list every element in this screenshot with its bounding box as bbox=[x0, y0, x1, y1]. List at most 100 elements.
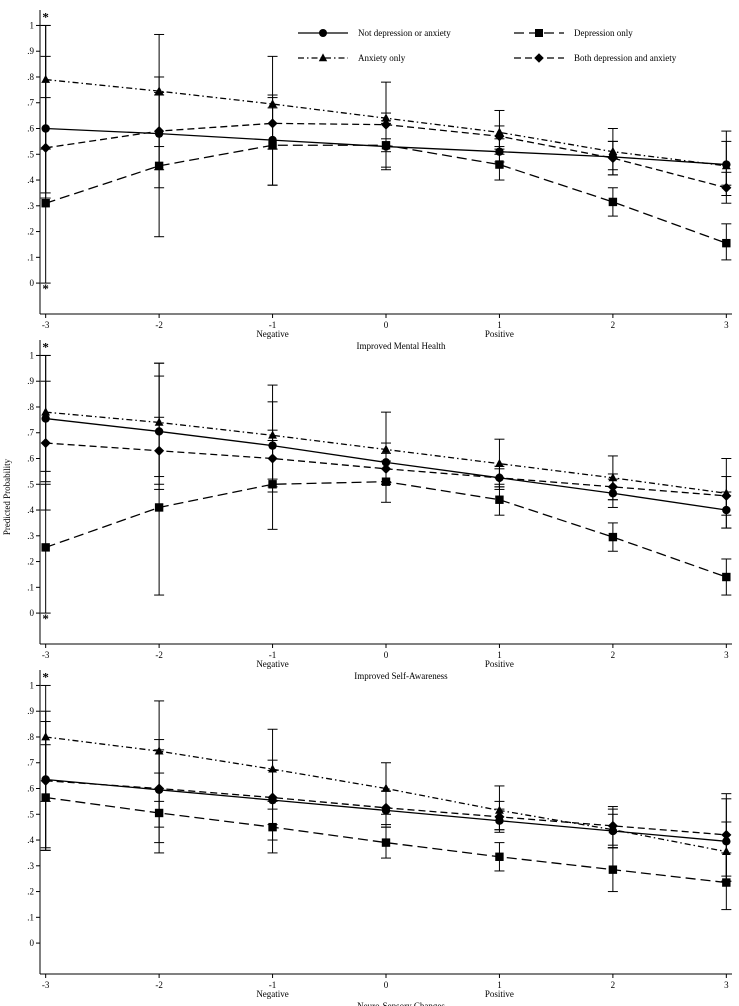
chart-panel-3: 0 .1 .2 .3 .4 .5 .6 .7 .8 .9 1 -3 -2 -1 0 1 2 3 Negative Po… bbox=[27, 669, 732, 1006]
y-tick-label: .3 bbox=[27, 201, 34, 211]
data-point bbox=[722, 238, 731, 248]
x-tick-label: 2 bbox=[611, 320, 616, 330]
x-tick-label: 0 bbox=[384, 980, 389, 990]
y-tick-label: .5 bbox=[27, 149, 34, 159]
data-point bbox=[721, 829, 732, 840]
x-tick-label: -3 bbox=[42, 650, 50, 660]
data-point bbox=[267, 453, 278, 464]
data-point bbox=[41, 74, 51, 83]
y-tick-label: .1 bbox=[27, 912, 34, 922]
y-tick-label: .5 bbox=[27, 809, 34, 819]
truncation-marker: * bbox=[42, 339, 49, 354]
data-point bbox=[721, 182, 732, 193]
x-axis-title: Improved Self-Awareness bbox=[354, 671, 448, 681]
data-point bbox=[40, 142, 51, 153]
data-point bbox=[721, 161, 731, 170]
series-diamond bbox=[40, 91, 732, 204]
data-point bbox=[607, 481, 618, 492]
x-axis-title: Neuro-Sensory Changes bbox=[357, 1001, 445, 1006]
legend-item-square: Depression only bbox=[514, 28, 633, 38]
y-tick-label: .6 bbox=[27, 784, 34, 794]
truncation-marker: * bbox=[42, 611, 49, 626]
data-point bbox=[494, 472, 505, 483]
data-point bbox=[381, 838, 391, 847]
y-tick-label: 0 bbox=[30, 938, 35, 948]
legend-item-triangle: Anxiety only bbox=[298, 53, 406, 63]
data-point bbox=[495, 852, 504, 861]
data-point bbox=[267, 118, 278, 129]
y-tick-label: .1 bbox=[27, 252, 34, 262]
y-tick-label: .8 bbox=[27, 72, 34, 82]
y-tick-label: .5 bbox=[27, 479, 34, 489]
y-tick-label: .2 bbox=[27, 557, 34, 567]
y-axis-label: Predicted Probability bbox=[2, 458, 12, 535]
y-tick-label: .2 bbox=[27, 227, 34, 237]
data-point bbox=[267, 792, 278, 803]
y-tick-label: 1 bbox=[30, 680, 35, 690]
data-point bbox=[607, 820, 618, 831]
chart-panel-2: 0 .1 .2 .3 .4 .5 .6 .7 .8 .9 1 -3 -2 -1 0 1 2 3 Negative Po… bbox=[27, 339, 732, 681]
data-point bbox=[380, 119, 392, 130]
x-tick-label: -2 bbox=[155, 980, 163, 990]
x-sublabel-negative: Negative bbox=[256, 989, 288, 999]
x-tick-label: 2 bbox=[611, 650, 616, 660]
x-tick-label: 1 bbox=[497, 320, 502, 330]
y-tick-label: .7 bbox=[27, 758, 34, 768]
y-tick-label: .1 bbox=[27, 582, 34, 592]
data-point bbox=[495, 160, 504, 169]
x-axis-title: Improved Mental Health bbox=[357, 341, 446, 351]
series-diamond bbox=[40, 380, 732, 516]
data-point bbox=[380, 463, 392, 474]
x-tick-label: 3 bbox=[724, 650, 729, 660]
y-tick-label: 1 bbox=[30, 20, 35, 30]
data-point bbox=[380, 802, 392, 813]
legend-label: Depression only bbox=[574, 28, 633, 38]
legend-marker bbox=[535, 29, 543, 37]
x-tick-label: -1 bbox=[269, 980, 277, 990]
x-sublabel-negative: Negative bbox=[256, 329, 288, 339]
data-point bbox=[494, 131, 505, 142]
x-tick-label: 3 bbox=[724, 320, 729, 330]
legend-item-diamond: Both depression and anxiety bbox=[514, 53, 677, 63]
y-tick-label: .8 bbox=[27, 732, 34, 742]
data-point bbox=[721, 490, 732, 501]
data-point bbox=[268, 822, 277, 832]
data-point bbox=[495, 495, 504, 504]
x-sublabel-positive: Positive bbox=[485, 989, 514, 999]
series-diamond bbox=[40, 721, 732, 877]
truncation-marker: * bbox=[42, 281, 49, 296]
y-tick-label: .4 bbox=[27, 835, 34, 845]
data-point bbox=[722, 572, 731, 582]
x-tick-label: 2 bbox=[611, 980, 616, 990]
x-tick-label: 0 bbox=[384, 320, 389, 330]
x-tick-label: 1 bbox=[497, 650, 502, 660]
y-tick-label: 0 bbox=[30, 608, 35, 618]
y-tick-label: .9 bbox=[27, 46, 34, 56]
data-point bbox=[608, 532, 618, 542]
data-point bbox=[494, 811, 505, 822]
y-tick-label: .3 bbox=[27, 861, 34, 871]
y-tick-label: .7 bbox=[27, 98, 34, 108]
x-tick-label: -3 bbox=[42, 320, 50, 330]
y-tick-label: 0 bbox=[30, 278, 35, 288]
x-tick-label: -3 bbox=[42, 980, 50, 990]
data-point bbox=[722, 878, 731, 887]
data-point bbox=[40, 438, 51, 449]
data-point bbox=[41, 543, 50, 552]
x-sublabel-negative: Negative bbox=[256, 659, 288, 669]
y-tick-label: .4 bbox=[27, 505, 34, 515]
data-point bbox=[607, 153, 618, 164]
legend-marker bbox=[534, 53, 544, 63]
data-point bbox=[154, 445, 165, 456]
x-sublabel-positive: Positive bbox=[485, 329, 514, 339]
x-tick-label: 0 bbox=[384, 650, 389, 660]
y-tick-label: .6 bbox=[27, 124, 34, 134]
data-point bbox=[154, 503, 164, 512]
data-point bbox=[381, 444, 391, 453]
y-tick-label: .9 bbox=[27, 706, 34, 716]
data-point bbox=[40, 775, 51, 786]
data-point bbox=[154, 126, 165, 137]
chart-panel-1: 0 .1 .2 .3 .4 .5 .6 .7 .8 .9 1 -3 -2 -1 0 1 2 3 Negative Po… bbox=[27, 9, 732, 351]
legend-label: Both depression and anxiety bbox=[574, 53, 677, 63]
